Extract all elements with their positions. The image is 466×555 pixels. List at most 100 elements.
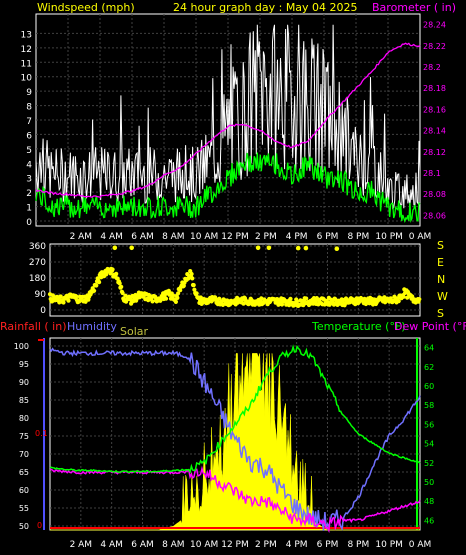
humidity-tick-label: 80 — [19, 414, 29, 423]
wind-tick-label: 11 — [21, 59, 32, 69]
humidity-tick-label: 55 — [19, 504, 29, 513]
temperature-tick-label: 46 — [424, 516, 434, 525]
temperature-tick-label: 48 — [424, 497, 434, 506]
solar-area — [50, 353, 420, 531]
wind-tick-label: 10 — [21, 74, 33, 84]
barometer-tick-label: 28.22 — [423, 42, 446, 51]
direction-point — [119, 284, 124, 289]
direction-tick-label: 0 — [40, 306, 46, 316]
direction-point — [347, 300, 352, 305]
hour-label-bottom: 12 PM — [221, 540, 249, 550]
humidity-tick-label: 95 — [19, 360, 29, 369]
direction-point-north — [334, 246, 340, 251]
direction-point — [401, 294, 406, 299]
temperature-tick-label: 64 — [424, 344, 434, 353]
dewpoint-axis-title: Dew Point (°F) — [394, 320, 466, 333]
hour-label-top: 4 PM — [286, 232, 308, 242]
barometer-tick-label: 28.08 — [423, 190, 446, 199]
barometer-line — [35, 42, 421, 199]
direction-point — [97, 280, 102, 285]
barometer-tick-label: 28.2 — [423, 63, 441, 72]
hour-axis-top: 2 AM 4 AM 6 AM 8 AM 10 AM 12 PM 2 PM 4 PM 6 PM 8 … — [70, 232, 432, 242]
direction-point — [396, 299, 401, 304]
direction-point — [137, 295, 142, 300]
temperature-tick-label: 56 — [424, 420, 434, 429]
direction-point-north — [266, 245, 272, 251]
hour-label-bottom: 4 PM — [286, 540, 308, 550]
direction-point — [171, 293, 176, 298]
direction-point — [194, 291, 199, 296]
wind-tick-label: 3 — [26, 175, 32, 185]
direction-point-north — [112, 245, 118, 251]
hour-label-top: 0 AM — [409, 232, 432, 242]
direction-point — [191, 283, 196, 288]
compass-label: N — [437, 273, 445, 286]
barometer-tick-label: 28.24 — [423, 21, 446, 30]
rainfall-axis-title: Rainfall ( in) — [0, 320, 67, 333]
humidity-tick-label: 85 — [19, 396, 29, 405]
direction-point — [294, 299, 299, 304]
temperature-tick-label: 54 — [424, 440, 434, 449]
wind-tick-label: 5 — [26, 146, 32, 156]
hour-label-top: 8 PM — [347, 232, 369, 242]
wind-tick-label: 12 — [21, 45, 32, 55]
hour-label-bottom: 10 PM — [375, 540, 403, 550]
direction-point — [114, 271, 119, 276]
hour-label-bottom: 6 AM — [131, 540, 154, 550]
direction-point — [94, 283, 99, 288]
temperature-line — [49, 344, 421, 474]
hour-label-bottom: 2 AM — [70, 540, 93, 550]
barometer-axis-title: Barometer ( in) — [372, 1, 456, 14]
barometer-tick-label: 28.06 — [423, 211, 446, 220]
solar-axis-title: Solar — [120, 325, 149, 338]
humidity-axis-title: Humidity — [67, 320, 117, 333]
wind-tick-label: 8 — [26, 103, 32, 113]
graph-title: 24 hour graph day : May 04 2025 — [173, 1, 358, 14]
direction-point — [110, 267, 115, 272]
temp-humidity-panel: 50 55 60 65 70 75 80 85 90 95 100 0 0.1 46 48 50 52 54 5… — [14, 337, 434, 534]
wind-tick-label: 13 — [21, 30, 32, 40]
hour-label-bottom: 6 PM — [317, 540, 339, 550]
hour-label-top: 6 AM — [131, 232, 154, 242]
hour-label-top: 8 AM — [162, 232, 185, 242]
humidity-tick-label: 75 — [19, 432, 29, 441]
hour-label-bottom: 10 AM — [190, 540, 218, 550]
direction-point — [178, 288, 183, 293]
hour-label-top: 10 AM — [190, 232, 218, 242]
direction-point — [175, 295, 180, 300]
direction-point-north — [295, 245, 301, 251]
direction-point — [163, 296, 169, 301]
compass-label: S — [437, 239, 444, 252]
humidity-tick-label: 100 — [14, 342, 29, 351]
barometer-tick-label: 28.14 — [423, 127, 446, 136]
wind-tick-label: 2 — [26, 189, 32, 199]
wind-tick-label: 7 — [26, 117, 32, 127]
wind-tick-label: 4 — [26, 160, 32, 170]
hour-label-bottom: 0 AM — [409, 540, 432, 550]
direction-point — [181, 283, 186, 288]
direction-point — [120, 290, 125, 296]
direction-point — [61, 300, 66, 305]
humidity-tick-label: 90 — [19, 378, 29, 387]
rain-tick-label: 0.1 — [35, 429, 48, 438]
barometer-tick-label: 28.18 — [423, 84, 446, 93]
wind-tick-label: 1 — [26, 204, 32, 214]
wind-average-line — [35, 152, 421, 223]
direction-tick-label: 90 — [35, 290, 47, 300]
direction-point — [189, 271, 194, 277]
hour-label-top: 6 PM — [317, 232, 339, 242]
direction-point-north — [303, 245, 309, 251]
compass-label: S — [437, 307, 444, 320]
hour-label-bottom: 8 PM — [347, 540, 369, 550]
temperature-tick-label: 50 — [424, 478, 434, 487]
compass-label: W — [437, 290, 448, 303]
humidity-tick-label: 70 — [19, 450, 29, 459]
direction-point — [66, 298, 71, 303]
hour-label-bottom: 4 AM — [100, 540, 123, 550]
direction-point — [173, 299, 178, 304]
hour-label-top: 4 AM — [100, 232, 123, 242]
humidity-tick-label: 50 — [19, 522, 29, 531]
direction-tick-label: 180 — [29, 274, 46, 284]
